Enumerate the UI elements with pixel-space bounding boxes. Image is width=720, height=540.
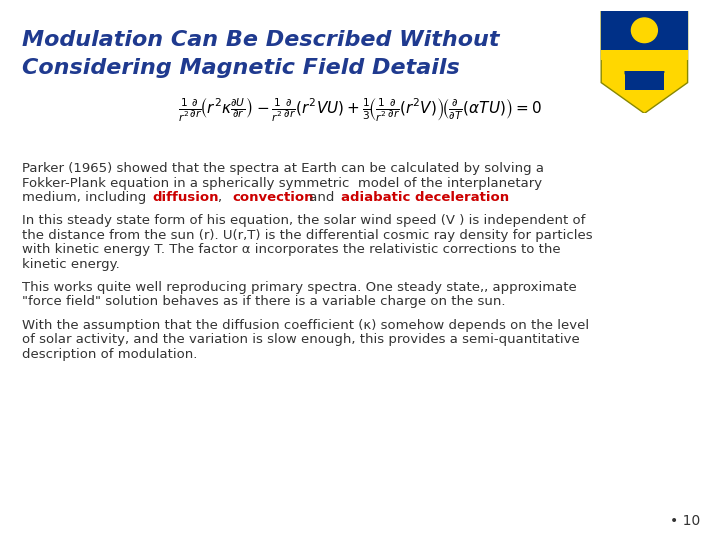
Text: of solar activity, and the variation is slow enough, this provides a semi-quanti: of solar activity, and the variation is …	[22, 333, 580, 346]
Text: UNIVERSITY of
DELAWARE: UNIVERSITY of DELAWARE	[624, 71, 665, 82]
Text: This works quite well reproducing primary spectra. One steady state,, approximat: This works quite well reproducing primar…	[22, 281, 577, 294]
Text: Modulation Can Be Described Without: Modulation Can Be Described Without	[22, 30, 500, 50]
Text: description of modulation.: description of modulation.	[22, 348, 197, 361]
Text: kinetic energy.: kinetic energy.	[22, 258, 120, 271]
Text: convection: convection	[233, 191, 314, 204]
Text: Parker (1965) showed that the spectra at Earth can be calculated by solving a: Parker (1965) showed that the spectra at…	[22, 162, 544, 175]
Text: • 10: • 10	[670, 514, 700, 528]
Text: medium, including: medium, including	[22, 191, 150, 204]
Circle shape	[631, 18, 657, 43]
Text: diffusion: diffusion	[153, 191, 219, 204]
Text: $\frac{1}{r^2}\frac{\partial}{\partial r}\!\left(r^2\kappa\frac{\partial U}{\par: $\frac{1}{r^2}\frac{\partial}{\partial r…	[178, 96, 542, 124]
Text: the distance from the sun (r). U(r,T) is the differential cosmic ray density for: the distance from the sun (r). U(r,T) is…	[22, 229, 593, 242]
Polygon shape	[601, 11, 688, 50]
Polygon shape	[601, 50, 688, 60]
Text: with kinetic energy T. The factor α incorporates the relativistic corrections to: with kinetic energy T. The factor α inco…	[22, 243, 561, 256]
Text: Fokker-Plank equation in a spherically symmetric  model of the interplanetary: Fokker-Plank equation in a spherically s…	[22, 177, 542, 190]
Text: "force field" solution behaves as if there is a variable charge on the sun.: "force field" solution behaves as if the…	[22, 295, 505, 308]
Text: With the assumption that the diffusion coefficient (κ) somehow depends on the le: With the assumption that the diffusion c…	[22, 319, 589, 332]
Text: and: and	[305, 191, 338, 204]
Polygon shape	[601, 11, 688, 113]
Text: In this steady state form of his equation, the solar wind speed (V ) is independ: In this steady state form of his equatio…	[22, 214, 585, 227]
Text: Considering Magnetic Field Details: Considering Magnetic Field Details	[22, 58, 460, 78]
Text: adiabatic deceleration: adiabatic deceleration	[341, 191, 510, 204]
Text: ,: ,	[218, 191, 226, 204]
Text: .: .	[501, 191, 505, 204]
Bar	[625, 71, 664, 90]
